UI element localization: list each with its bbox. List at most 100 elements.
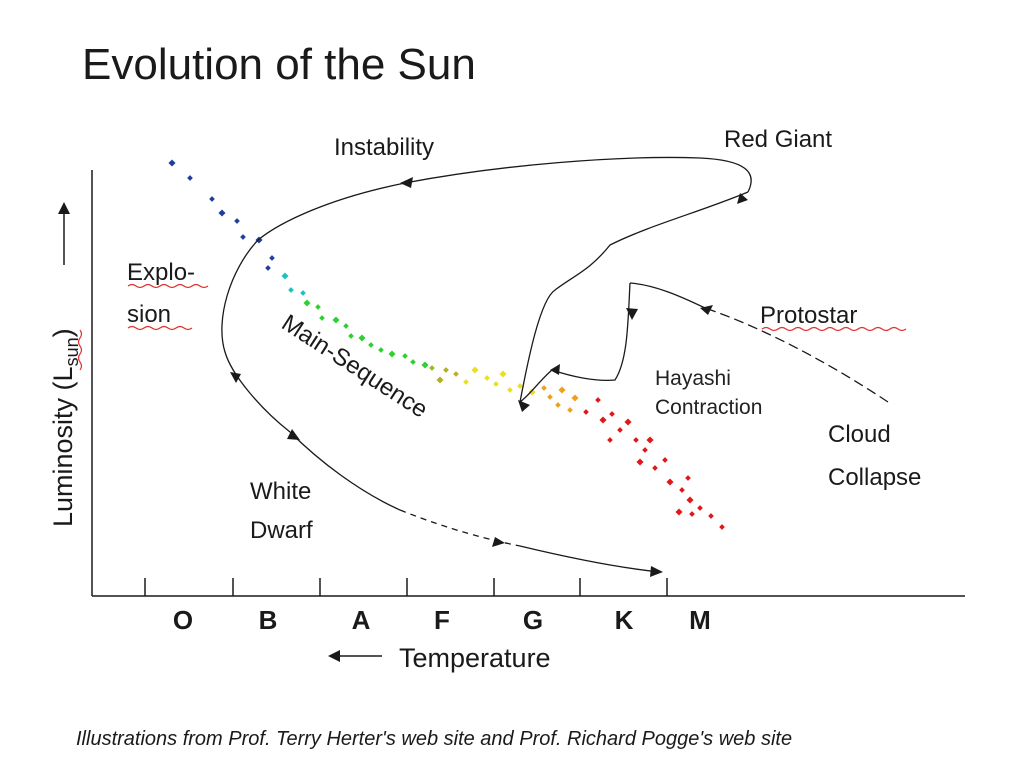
star-dot xyxy=(343,323,349,329)
star-dot xyxy=(633,437,639,443)
main-sequence-label: Main-Sequence xyxy=(277,309,433,423)
hayashi-label-line1: Hayashi xyxy=(655,367,731,390)
star-dot xyxy=(388,350,396,358)
star-dot xyxy=(240,234,246,240)
x-axis-title: Temperature xyxy=(399,643,551,673)
y-axis-subscript: sun xyxy=(62,337,82,366)
star-dot xyxy=(315,304,321,310)
arrow-icon xyxy=(550,364,560,375)
star-dot xyxy=(332,316,340,324)
spectral-class-label: G xyxy=(523,605,543,635)
star-dot xyxy=(499,370,507,378)
star-dot xyxy=(689,511,695,517)
arrow-icon xyxy=(650,566,663,577)
star-dot xyxy=(269,255,275,261)
to-red-giant-track xyxy=(519,191,749,403)
spectral-class-labels: O B A F G K M xyxy=(173,605,711,635)
white-dwarf-label-line2: Dwarf xyxy=(250,517,313,544)
star-dot xyxy=(471,366,479,374)
explosion-label-line2: sion xyxy=(127,301,171,328)
star-dot xyxy=(281,272,289,280)
white-dwarf-dashed xyxy=(399,509,521,547)
spectral-class-label: M xyxy=(689,605,711,635)
star-dot xyxy=(421,361,429,369)
hr-diagram: O B A F G K M Temperature Luminosity (Ls… xyxy=(48,126,965,673)
star-dot xyxy=(463,379,469,385)
evolution-tracks xyxy=(221,156,889,577)
arrow-icon xyxy=(700,305,713,315)
star-dot xyxy=(685,475,691,481)
star-dot xyxy=(652,465,658,471)
spectral-class-label: F xyxy=(434,605,450,635)
spellcheck-underline-protostar xyxy=(761,326,907,332)
instability-label: Instability xyxy=(334,134,434,161)
spectral-class-label: O xyxy=(173,605,193,635)
protostar-track xyxy=(629,282,706,309)
arrow-icon xyxy=(230,372,241,383)
star-dot xyxy=(697,505,703,511)
star-dot xyxy=(642,447,648,453)
temperature-arrow-icon xyxy=(328,650,340,662)
luminosity-arrow-icon xyxy=(58,202,70,214)
star-dot xyxy=(679,487,685,493)
star-dot xyxy=(507,387,513,393)
star-dot xyxy=(218,209,226,217)
star-dot xyxy=(686,496,694,504)
star-dot xyxy=(303,299,311,307)
star-dot xyxy=(300,290,306,296)
star-dot xyxy=(209,196,215,202)
star-dot xyxy=(528,388,536,396)
arrow-icon xyxy=(518,400,530,412)
star-dot xyxy=(558,386,566,394)
star-dot xyxy=(675,508,683,516)
star-dot xyxy=(708,513,714,519)
star-dot xyxy=(288,287,294,293)
star-dot xyxy=(583,409,589,415)
spectral-class-label: A xyxy=(352,605,371,635)
star-dot xyxy=(319,315,325,321)
white-dwarf-label-line1: White xyxy=(250,478,311,505)
star-dot xyxy=(484,375,490,381)
white-dwarf-cooling xyxy=(519,545,661,573)
star-dot xyxy=(607,437,613,443)
star-dot xyxy=(646,436,654,444)
star-dot xyxy=(547,394,553,400)
protostar-label: Protostar xyxy=(760,302,857,329)
y-axis-close: ) xyxy=(48,328,78,337)
star-dot xyxy=(599,416,607,424)
star-dot xyxy=(265,265,271,271)
y-axis-title: Luminosity (Lsun) xyxy=(48,328,82,527)
star-dot xyxy=(429,365,435,371)
white-dwarf-track xyxy=(289,431,401,511)
star-dot xyxy=(410,359,416,365)
hayashi-label-line2: Contraction xyxy=(655,396,762,419)
star-dot xyxy=(595,397,601,403)
spellcheck-underline-sion xyxy=(127,325,193,331)
star-dot xyxy=(541,385,547,391)
star-dot xyxy=(666,478,674,486)
arrow-icon xyxy=(400,177,413,188)
star-dot xyxy=(368,342,374,348)
instability-track xyxy=(221,156,752,433)
star-dot xyxy=(378,347,384,353)
star-dot xyxy=(636,458,644,466)
slide-caption: Illustrations from Prof. Terry Herter's … xyxy=(76,728,793,750)
hayashi-track xyxy=(519,282,631,403)
explosion-label-line1: Explo- xyxy=(127,259,195,286)
spectral-class-label: B xyxy=(259,605,278,635)
star-dot xyxy=(609,411,615,417)
star-dot xyxy=(348,333,354,339)
cloud-collapse-label-line2: Collapse xyxy=(828,464,921,491)
arrow-icon xyxy=(737,193,748,204)
y-axis-title-text: Luminosity (L xyxy=(48,366,78,527)
arrow-icon xyxy=(287,429,300,440)
star-dot xyxy=(443,367,449,373)
star-dot xyxy=(453,371,459,377)
star-dot xyxy=(624,418,632,426)
star-dot xyxy=(719,524,725,530)
star-dot xyxy=(567,407,573,413)
star-dot xyxy=(234,218,240,224)
star-dot xyxy=(517,383,523,389)
star-dot xyxy=(187,175,193,181)
